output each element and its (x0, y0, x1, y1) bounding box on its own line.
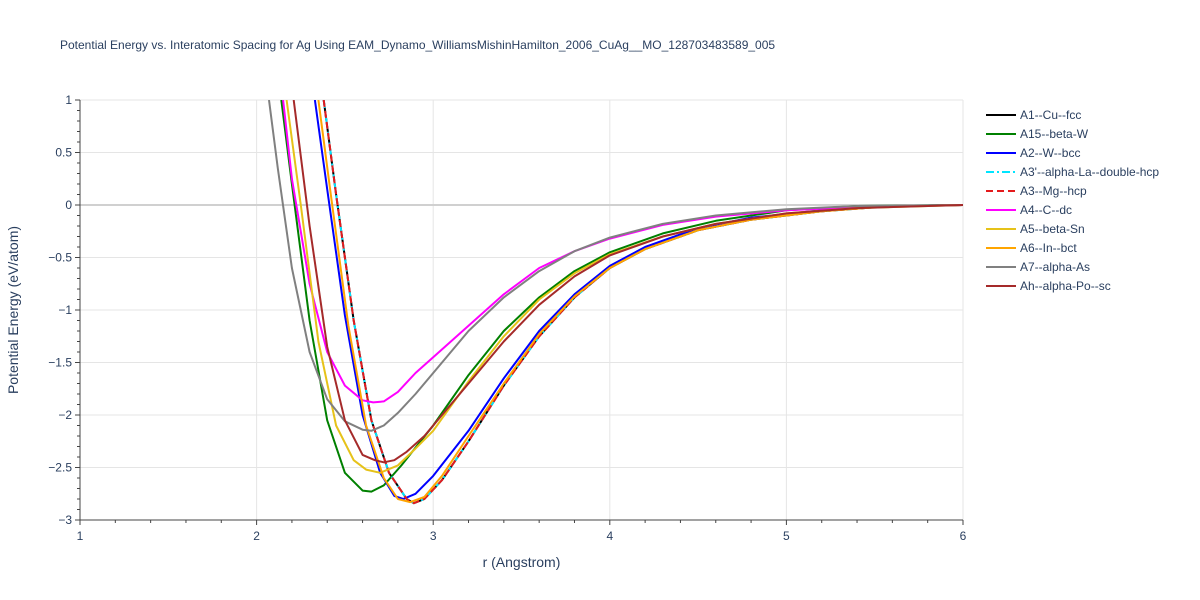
legend-label[interactable]: A5--beta-Sn (1020, 222, 1085, 236)
legend-label[interactable]: A6--In--bct (1020, 241, 1077, 255)
y-tick-label: 1 (65, 93, 72, 107)
y-tick-label: −0.5 (48, 251, 72, 265)
y-tick-label: −2.5 (48, 461, 72, 475)
legend-label[interactable]: A4--C--dc (1020, 203, 1072, 217)
legend-label[interactable]: A15--beta-W (1020, 127, 1089, 141)
series-line[interactable] (280, 100, 963, 493)
series-lines (268, 100, 963, 505)
y-tick-label: −1 (58, 303, 72, 317)
axes: 1 2 3 4 5 6 1 0.5 0 −0.5 −1 −1.5 −2 −2.5 −3 (48, 93, 966, 543)
x-tick-label: 3 (430, 529, 437, 543)
series-line[interactable] (317, 100, 963, 504)
y-tick-label: 0 (65, 198, 72, 212)
legend-label[interactable]: Ah--alpha-Po--sc (1020, 279, 1111, 293)
y-tick-label: −1.5 (48, 356, 72, 370)
y-tick-label: 0.5 (55, 146, 72, 160)
chart-title: Potential Energy vs. Interatomic Spacing… (60, 38, 776, 52)
x-tick-label: 1 (77, 529, 84, 543)
x-tick-label: 5 (783, 529, 790, 543)
legend-label[interactable]: A3--Mg--hcp (1020, 184, 1087, 198)
y-tick-label: −2 (58, 408, 72, 422)
series-line[interactable] (268, 100, 963, 432)
series-line[interactable] (285, 100, 963, 474)
x-tick-label: 2 (253, 529, 260, 543)
y-axis-title: Potential Energy (eV/atom) (5, 226, 21, 394)
legend-label[interactable]: A7--alpha-As (1020, 260, 1090, 274)
x-axis-title: r (Angstrom) (482, 554, 561, 570)
legend: A1--Cu--fcc A15--beta-W A2--W--bcc A3'--alp… (986, 108, 1159, 293)
series-line[interactable] (292, 100, 963, 464)
series-line[interactable] (282, 100, 963, 404)
y-tick-label: −3 (58, 513, 72, 527)
legend-label[interactable]: A2--W--bcc (1020, 146, 1080, 160)
legend-label[interactable]: A1--Cu--fcc (1020, 108, 1081, 122)
grid (80, 99, 964, 521)
legend-label[interactable]: A3'--alpha-La--double-hcp (1020, 165, 1159, 179)
x-tick-label: 6 (960, 529, 967, 543)
x-tick-label: 4 (606, 529, 613, 543)
series-line[interactable] (313, 100, 963, 500)
